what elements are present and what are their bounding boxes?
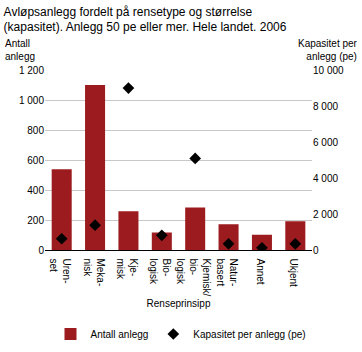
svg-text:2 000: 2 000 <box>313 209 338 220</box>
svg-text:Kapasitet per anlegg (pe): Kapasitet per anlegg (pe) <box>193 329 305 340</box>
svg-text:6 000: 6 000 <box>313 137 338 148</box>
svg-text:0: 0 <box>313 245 319 256</box>
svg-text:Kje-misk: Kje-misk <box>115 258 139 280</box>
svg-text:Meka-nisk: Meka-nisk <box>82 258 106 286</box>
svg-text:Natur-basert: Natur-basert <box>215 258 239 286</box>
svg-text:Kapasitet peranlegg (pe): Kapasitet peranlegg (pe) <box>298 38 358 62</box>
svg-text:10 000: 10 000 <box>313 65 344 76</box>
svg-text:Uren-set: Uren-set <box>48 258 72 283</box>
svg-text:Antallanlegg: Antallanlegg <box>5 38 35 62</box>
svg-text:4 000: 4 000 <box>313 173 338 184</box>
svg-text:1 200: 1 200 <box>19 65 44 76</box>
svg-text:400: 400 <box>27 185 44 196</box>
svg-text:Antall anlegg: Antall anlegg <box>91 329 149 340</box>
svg-text:200: 200 <box>27 215 44 226</box>
svg-text:800: 800 <box>27 125 44 136</box>
svg-text:Renseprinsipp: Renseprinsipp <box>147 298 211 309</box>
svg-text:600: 600 <box>27 155 44 166</box>
svg-text:Bio-logisk: Bio-logisk <box>148 258 172 285</box>
svg-text:Annet: Annet <box>255 258 266 284</box>
svg-text:Avløpsanlegg fordelt på renset: Avløpsanlegg fordelt på rensetype og stø… <box>4 5 287 35</box>
svg-text:0: 0 <box>38 245 44 256</box>
svg-text:8 000: 8 000 <box>313 101 338 112</box>
svg-text:1 000: 1 000 <box>19 95 44 106</box>
svg-text:Kjemisk/bio-logisk: Kjemisk/bio-logisk <box>175 258 212 296</box>
svg-text:Ukjent: Ukjent <box>288 258 299 287</box>
